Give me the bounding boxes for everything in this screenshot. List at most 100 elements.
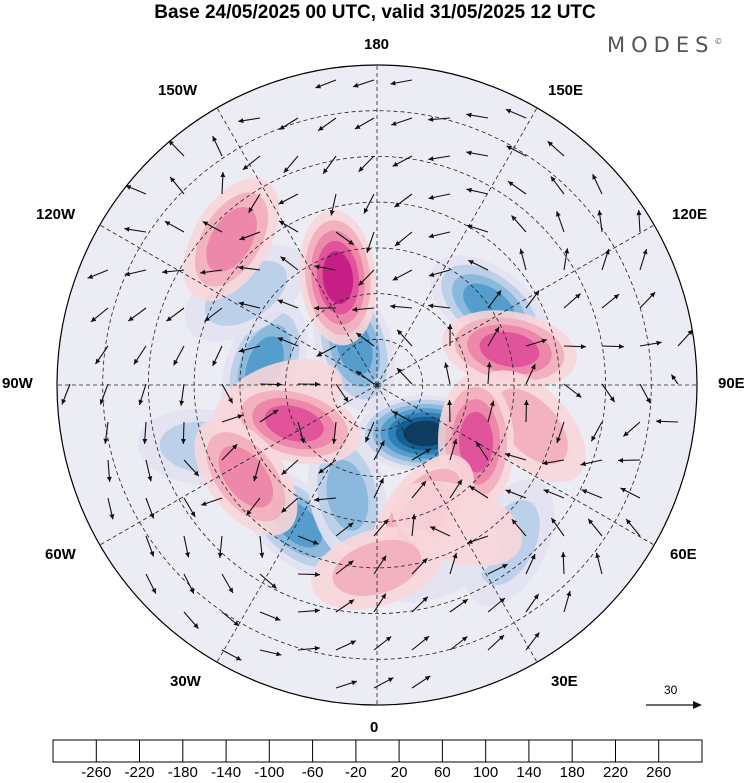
wind-arrow xyxy=(428,116,451,122)
wind-arrow xyxy=(259,382,283,387)
anomaly-contour xyxy=(206,207,257,272)
meridian-line xyxy=(99,224,378,386)
wind-arrow xyxy=(221,383,234,404)
wind-arrow xyxy=(364,421,375,443)
wind-arrow xyxy=(279,117,299,131)
lon-label-150e: 150E xyxy=(548,82,584,99)
wind-arrow xyxy=(297,645,320,651)
wind-arrow xyxy=(563,383,582,398)
wind-arrow xyxy=(142,421,148,445)
wind-arrow xyxy=(449,552,458,575)
wind-arrow xyxy=(183,535,190,558)
wind-reference-value: 30 xyxy=(664,683,678,697)
latitude-circle xyxy=(239,247,515,523)
wind-arrow xyxy=(281,497,299,513)
wind-arrow xyxy=(449,636,468,651)
meridian-line xyxy=(376,384,655,546)
wind-arrow xyxy=(238,301,261,309)
wind-arrow xyxy=(487,597,506,613)
wind-arrow xyxy=(466,112,489,119)
wind-arrow xyxy=(355,332,375,347)
wind-arrow xyxy=(475,441,489,461)
wind-arrow xyxy=(317,117,337,132)
wind-arrow xyxy=(239,231,261,241)
wind-arrow xyxy=(363,193,375,214)
wind-arrow xyxy=(366,231,375,253)
wind-arrow xyxy=(466,187,489,195)
wind-arrow xyxy=(181,421,186,445)
lon-label-30e: 30E xyxy=(551,673,578,690)
wind-arrow xyxy=(511,215,527,233)
wind-arrow xyxy=(373,518,389,537)
wind-arrow xyxy=(547,140,565,157)
wind-arrow xyxy=(352,79,375,88)
wind-arrow xyxy=(315,79,337,89)
meridian-line xyxy=(216,107,378,386)
meridian-line xyxy=(376,107,538,386)
wind-arrow xyxy=(316,345,337,357)
colorbar-tick-labels: -260 -220 -180 -140 -100 -60 -20 20 60 100 140 180 2… xyxy=(0,764,750,782)
wind-arrow xyxy=(601,248,610,271)
wind-arrow xyxy=(166,307,185,322)
wind-arrow xyxy=(145,535,155,557)
wind-arrow xyxy=(221,649,242,661)
wind-arrow xyxy=(411,675,431,689)
wind-arrow xyxy=(390,79,413,86)
wind-arrow xyxy=(95,345,109,365)
wind-arrow xyxy=(595,552,603,575)
wind-arrow xyxy=(487,563,508,575)
colorbar-frame xyxy=(52,739,703,763)
wind-arrow xyxy=(525,290,540,309)
wind-arrow xyxy=(396,367,413,385)
wind-arrow xyxy=(617,457,641,463)
colorbar-tick-label: -180 xyxy=(167,764,198,781)
colorbar-tick-label: 140 xyxy=(516,764,542,781)
wind-arrow xyxy=(103,421,109,444)
wind-arrow xyxy=(560,551,566,575)
wind-arrow xyxy=(447,323,453,347)
wind-arrow xyxy=(183,497,196,518)
wind-arrow xyxy=(238,345,261,353)
wind-arrow xyxy=(506,145,527,157)
wind-arrow xyxy=(581,489,603,499)
wind-arrow xyxy=(592,173,603,195)
wind-arrow xyxy=(525,553,536,575)
wind-arrow xyxy=(183,459,200,477)
wind-reference-arrow xyxy=(646,701,702,709)
lon-label-120w: 120W xyxy=(36,206,76,223)
colorbar-tick-label: 60 xyxy=(434,764,451,781)
wind-arrow xyxy=(297,381,321,387)
wind-arrow xyxy=(314,497,337,503)
wind-arrow xyxy=(179,383,185,406)
wind-arrow xyxy=(335,383,349,403)
wind-arrow xyxy=(358,155,375,173)
wind-arrow xyxy=(314,264,337,271)
wind-arrow xyxy=(542,459,565,466)
wind-arrow xyxy=(655,418,679,424)
colorbar-tick-label: -140 xyxy=(211,764,242,781)
wind-arrow xyxy=(212,345,223,367)
wind-arrow xyxy=(601,293,620,309)
wind-arrow xyxy=(90,307,109,323)
wind-arrow xyxy=(411,448,432,461)
wind-arrow xyxy=(639,383,651,404)
wind-arrow xyxy=(487,326,500,347)
wind-arrow xyxy=(519,248,527,271)
wind-arrow xyxy=(352,307,375,312)
wind-arrow xyxy=(449,598,469,613)
wind-arrow xyxy=(428,269,451,277)
wind-arrow xyxy=(487,400,495,423)
wind-arrow xyxy=(259,649,282,657)
wind-arrow xyxy=(428,231,451,239)
anomaly-contour xyxy=(322,251,354,305)
wind-arrow xyxy=(259,535,265,558)
wind-arrow xyxy=(124,269,147,277)
wind-arrow xyxy=(677,329,694,347)
wind-arrow xyxy=(373,555,387,575)
wind-arrow xyxy=(580,459,603,467)
wind-arrow xyxy=(587,518,603,537)
wind-arrow xyxy=(556,421,565,444)
colorbar-tick-label: -100 xyxy=(254,764,285,781)
wind-arrow xyxy=(563,248,570,271)
wind-arrow xyxy=(221,414,244,423)
